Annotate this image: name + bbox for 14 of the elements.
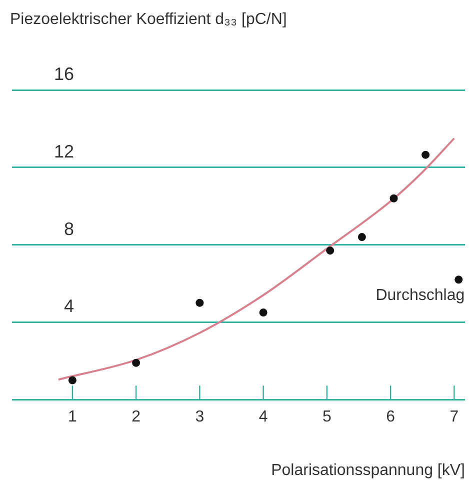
annotation: Durchschlag [376, 287, 465, 304]
y-tick-label: 16 [54, 64, 74, 84]
x-tick-label: 4 [258, 408, 268, 426]
x-tick-label: 3 [195, 408, 204, 426]
x-tick-label: 2 [132, 408, 141, 426]
x-tick-label: 1 [68, 408, 77, 426]
x-tick-label: 7 [450, 408, 459, 426]
x-tick-label: 6 [386, 408, 396, 426]
y-axis-title: Piezoelektrischer Koeffizient d₃₃ [pC/N] [10, 11, 287, 28]
y-tick-label: 12 [54, 141, 74, 162]
y-tick-label: 8 [64, 218, 74, 239]
x-axis-title: Polarisationsspannung [kV] [271, 462, 465, 479]
x-tick-label: 5 [322, 408, 332, 426]
y-tick-label: 4 [64, 296, 74, 316]
